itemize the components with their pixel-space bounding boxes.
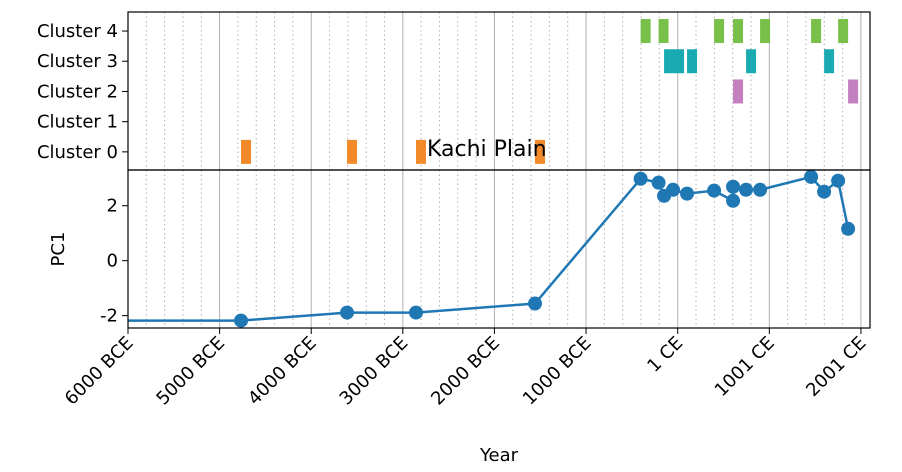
pc1-point bbox=[234, 313, 249, 328]
pc1-point bbox=[817, 184, 832, 199]
event-bar bbox=[535, 139, 545, 164]
event-bar bbox=[824, 49, 835, 74]
event-bar bbox=[733, 19, 744, 44]
pc1-point bbox=[831, 173, 846, 188]
event-bar bbox=[760, 19, 771, 44]
pc1-point bbox=[726, 193, 741, 208]
y-tick-label: Cluster 0 bbox=[37, 142, 118, 163]
x-tick-label: 5000 BCE bbox=[152, 333, 229, 410]
event-bar bbox=[714, 19, 725, 44]
event-bar bbox=[658, 19, 669, 44]
y-tick-label: -2 bbox=[100, 306, 118, 327]
pc1-point bbox=[753, 182, 768, 197]
pc1-point bbox=[409, 305, 424, 320]
event-bar bbox=[838, 19, 849, 44]
pc1-point bbox=[666, 182, 681, 197]
y-tick-label: Cluster 3 bbox=[37, 51, 118, 72]
y-tick-label: Cluster 4 bbox=[37, 21, 118, 42]
x-tick-label: 4000 BCE bbox=[244, 333, 321, 410]
x-tick-label: 1 CE bbox=[643, 333, 687, 377]
pc1-point bbox=[739, 182, 754, 197]
pc1-point bbox=[804, 170, 819, 184]
pc1-point bbox=[680, 186, 695, 201]
x-axis-label: Year bbox=[479, 445, 519, 466]
x-tick-label: 3000 BCE bbox=[336, 333, 413, 410]
event-bar bbox=[347, 139, 358, 164]
pc1-point bbox=[633, 171, 648, 186]
pc1-point bbox=[651, 175, 666, 190]
pc1-point bbox=[841, 221, 856, 236]
x-tick-label: 1001 CE bbox=[711, 333, 779, 401]
y-tick-label: Cluster 2 bbox=[37, 81, 118, 102]
pc1-point bbox=[726, 179, 741, 194]
event-bar bbox=[733, 79, 744, 104]
pc1-point bbox=[707, 183, 722, 198]
y-tick-label: 0 bbox=[107, 251, 118, 272]
pc1-point bbox=[528, 296, 543, 311]
pc1-point bbox=[340, 305, 355, 320]
event-bar bbox=[811, 19, 822, 44]
annotation: Kachi Plain bbox=[427, 137, 547, 162]
y-axis-label: PC1 bbox=[48, 232, 69, 267]
bottom-frame bbox=[127, 169, 871, 329]
event-bar bbox=[640, 19, 651, 44]
event-bar bbox=[746, 49, 757, 74]
event-bar bbox=[664, 49, 685, 74]
pc1-point bbox=[75, 314, 89, 328]
event-bar bbox=[416, 139, 426, 164]
event-bar bbox=[848, 79, 859, 104]
x-tick-label: 1000 BCE bbox=[519, 333, 596, 410]
event-bar bbox=[241, 139, 252, 164]
x-tick-label: 2001 CE bbox=[802, 333, 870, 401]
x-tick-label: 6000 BCE bbox=[61, 333, 138, 410]
x-tick-label: 2000 BCE bbox=[427, 333, 504, 410]
event-bar bbox=[687, 49, 698, 74]
y-tick-label: Cluster 1 bbox=[37, 112, 118, 133]
plot-area bbox=[75, 170, 856, 328]
y-tick-label: 2 bbox=[107, 196, 118, 217]
